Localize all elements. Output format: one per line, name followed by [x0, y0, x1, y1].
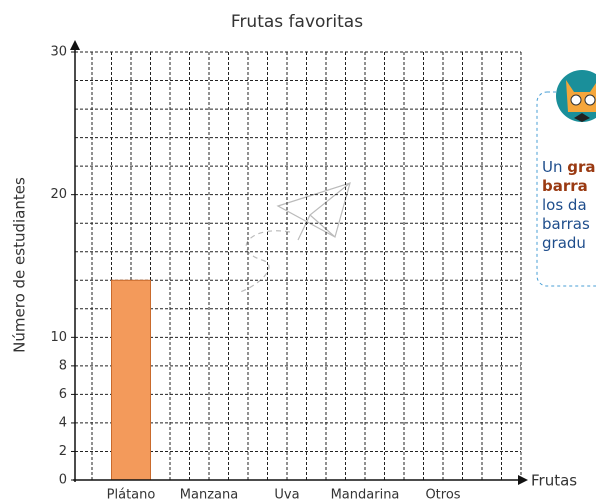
- y-tick-label: 4: [59, 415, 67, 430]
- callout-line: gradu: [542, 234, 586, 252]
- x-tick-label: Mandarina: [331, 488, 400, 503]
- x-tick-label: Uva: [274, 488, 299, 503]
- y-tick-label: 6: [59, 387, 67, 402]
- x-axis-label: Frutas: [531, 472, 577, 490]
- chart-title: Frutas favoritas: [231, 12, 363, 32]
- callout-text: barras: [542, 215, 590, 233]
- x-tick-label: Otros: [425, 488, 460, 503]
- x-arrow: [518, 475, 528, 485]
- y-axis-label: Número de estudiantes: [11, 177, 29, 353]
- doodle: [239, 182, 351, 293]
- callout-text: los da: [542, 196, 587, 214]
- y-tick-label: 10: [50, 330, 67, 345]
- y-tick-label: 30: [50, 45, 67, 60]
- callout-line: barra: [542, 177, 588, 195]
- callout-line: barras: [542, 215, 590, 233]
- callout-bold: barra: [542, 177, 588, 195]
- callout-line: los da: [542, 196, 587, 214]
- y-arrow: [70, 40, 80, 50]
- y-tick-label: 2: [59, 444, 67, 459]
- x-tick-label: Manzana: [180, 488, 238, 503]
- x-tick-label: Plátano: [107, 488, 156, 503]
- callout-text: Un: [542, 158, 567, 176]
- callout-text: gradu: [542, 234, 586, 252]
- y-tick-label: 20: [50, 187, 67, 202]
- callout-bold: gra: [567, 158, 595, 176]
- callout-line: Un gra: [542, 158, 596, 176]
- bar: [111, 279, 151, 481]
- y-tick-label: 0: [59, 473, 67, 488]
- y-tick-label: 8: [59, 358, 67, 373]
